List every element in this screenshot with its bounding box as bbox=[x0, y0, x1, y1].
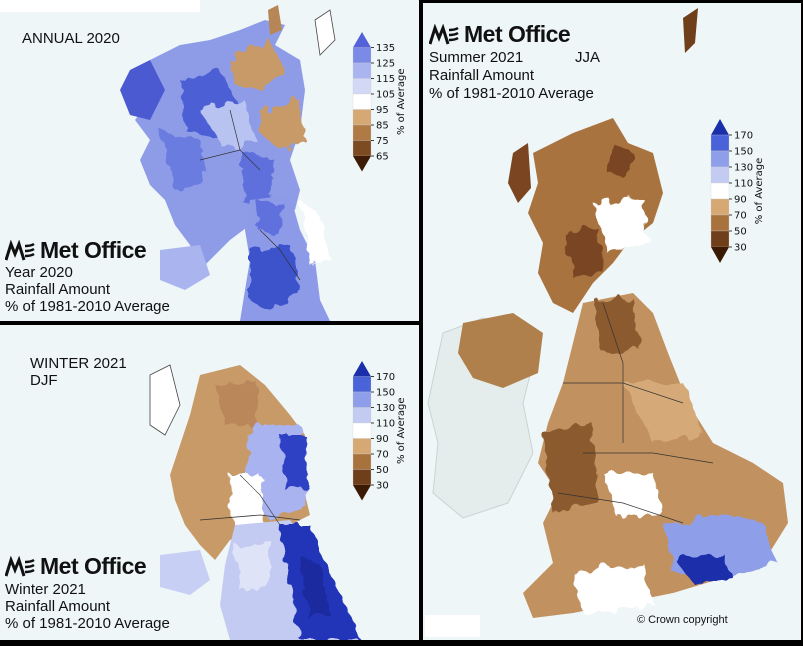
white-patch bbox=[425, 615, 480, 637]
annual-colorbar: 135 125 115 105 95 85 75 65 % of Average bbox=[352, 32, 407, 172]
met-office-logo-icon bbox=[5, 555, 35, 576]
annual-corner-label: ANNUAL 2020 bbox=[22, 30, 120, 47]
white-strip bbox=[0, 0, 200, 12]
colorbar-tick-label: 90 bbox=[734, 195, 747, 206]
colorbar-title: % of Average bbox=[754, 158, 765, 225]
colorbar-segment bbox=[710, 182, 730, 200]
winter-corner-label-line-1: WINTER 2021 bbox=[30, 355, 127, 372]
colorbar-tick-label: 130 bbox=[734, 163, 753, 174]
met-office-logo: Met Office bbox=[5, 237, 147, 264]
colorbar-top-extension bbox=[353, 361, 371, 377]
winter-corner-label-line-2: DJF bbox=[30, 372, 58, 389]
colorbar-tick-label: 30 bbox=[734, 243, 747, 254]
colorbar-segment bbox=[352, 93, 372, 110]
colorbar-tick-label: 135 bbox=[376, 43, 395, 54]
colorbar-segment bbox=[710, 214, 730, 232]
colorbar-segment bbox=[352, 78, 372, 95]
colorbar-title: % of Average bbox=[396, 68, 407, 135]
colorbar-segment bbox=[352, 124, 372, 141]
colorbar-segment bbox=[352, 62, 372, 79]
colorbar-segment bbox=[710, 150, 730, 168]
met-office-logo-text: Met Office bbox=[40, 553, 147, 579]
winter-caption-line-1: Winter 2021 bbox=[5, 581, 86, 598]
met-office-logo-icon bbox=[429, 23, 459, 44]
colorbar-top-extension bbox=[353, 32, 371, 48]
colorbar-tick-label: 170 bbox=[376, 372, 395, 383]
colorbar-segment bbox=[352, 469, 372, 486]
met-office-logo: Met Office bbox=[5, 553, 147, 580]
colorbar-segment bbox=[352, 376, 372, 393]
colorbar-segment bbox=[352, 47, 372, 64]
colorbar-segment bbox=[710, 166, 730, 184]
winter-rainfall-map bbox=[149, 364, 360, 640]
met-office-logo: Met Office bbox=[429, 21, 571, 48]
colorbar-tick-label: 70 bbox=[376, 450, 389, 461]
summer-colorbar: 170 150 130 110 90 70 50 30 % of Average bbox=[710, 119, 765, 263]
met-office-logo-text: Met Office bbox=[40, 237, 147, 263]
met-office-logo-text: Met Office bbox=[464, 21, 571, 47]
colorbar-tick-label: 75 bbox=[376, 136, 389, 147]
crown-copyright: © Crown copyright bbox=[637, 614, 728, 626]
colorbar-tick-label: 170 bbox=[734, 131, 753, 142]
annual-caption-line-1: Year 2020 bbox=[5, 264, 73, 281]
colorbar-tick-label: 150 bbox=[734, 147, 753, 158]
colorbar-tick-label: 110 bbox=[376, 419, 395, 430]
colorbar-tick-label: 110 bbox=[734, 179, 753, 190]
colorbar-segment bbox=[352, 453, 372, 470]
colorbar-segment bbox=[710, 134, 730, 152]
colorbar-tick-label: 50 bbox=[734, 227, 747, 238]
summer-caption-line-3: % of 1981-2010 Average bbox=[429, 85, 594, 102]
colorbar-bottom-extension bbox=[711, 247, 729, 263]
colorbar-segment bbox=[352, 109, 372, 126]
colorbar-bottom-extension bbox=[353, 485, 371, 501]
colorbar-tick-label: 65 bbox=[376, 152, 389, 163]
colorbar-segment bbox=[352, 422, 372, 439]
annual-2020-panel: ANNUAL 2020 Met Office Year 2020 Rainfal… bbox=[0, 0, 419, 321]
colorbar-tick-label: 115 bbox=[376, 74, 395, 85]
colorbar-tick-label: 30 bbox=[376, 481, 389, 492]
winter-2021-panel: WINTER 2021 DJF Met Office Winter 2021 R… bbox=[0, 325, 419, 640]
winter-caption-line-2: Rainfall Amount bbox=[5, 598, 111, 615]
annual-caption-line-2: Rainfall Amount bbox=[5, 281, 111, 298]
colorbar-tick-label: 90 bbox=[376, 434, 389, 445]
annual-rainfall-map bbox=[120, 5, 336, 321]
colorbar-tick-label: 95 bbox=[376, 105, 389, 116]
summer-caption-line-2: Rainfall Amount bbox=[429, 67, 535, 84]
colorbar-segment bbox=[710, 230, 730, 248]
colorbar-tick-label: 70 bbox=[734, 211, 747, 222]
colorbar-tick-label: 105 bbox=[376, 90, 395, 101]
annual-caption-line-3: % of 1981-2010 Average bbox=[5, 298, 170, 315]
summer-rainfall-map bbox=[427, 8, 788, 618]
colorbar-tick-label: 50 bbox=[376, 465, 389, 476]
colorbar-tick-label: 130 bbox=[376, 403, 395, 414]
colorbar-top-extension bbox=[711, 119, 729, 135]
summer-season-code: JJA bbox=[575, 49, 601, 66]
colorbar-segment bbox=[352, 438, 372, 455]
winter-colorbar: 170 150 130 110 90 70 50 30 % of Average bbox=[352, 361, 407, 501]
colorbar-tick-label: 150 bbox=[376, 388, 395, 399]
colorbar-title: % of Average bbox=[396, 397, 407, 464]
summer-caption-line-1: Summer 2021 bbox=[429, 49, 524, 66]
winter-caption-line-3: % of 1981-2010 Average bbox=[5, 615, 170, 632]
colorbar-segment bbox=[710, 198, 730, 216]
met-office-logo-icon bbox=[5, 239, 35, 260]
colorbar-bottom-extension bbox=[353, 156, 371, 172]
colorbar-segment bbox=[352, 391, 372, 408]
summer-2021-panel: Met Office Summer 2021 JJA Rainfall Amou… bbox=[423, 3, 801, 640]
colorbar-segment bbox=[352, 140, 372, 157]
colorbar-tick-label: 125 bbox=[376, 59, 395, 70]
colorbar-tick-label: 85 bbox=[376, 121, 389, 132]
colorbar-segment bbox=[352, 407, 372, 424]
